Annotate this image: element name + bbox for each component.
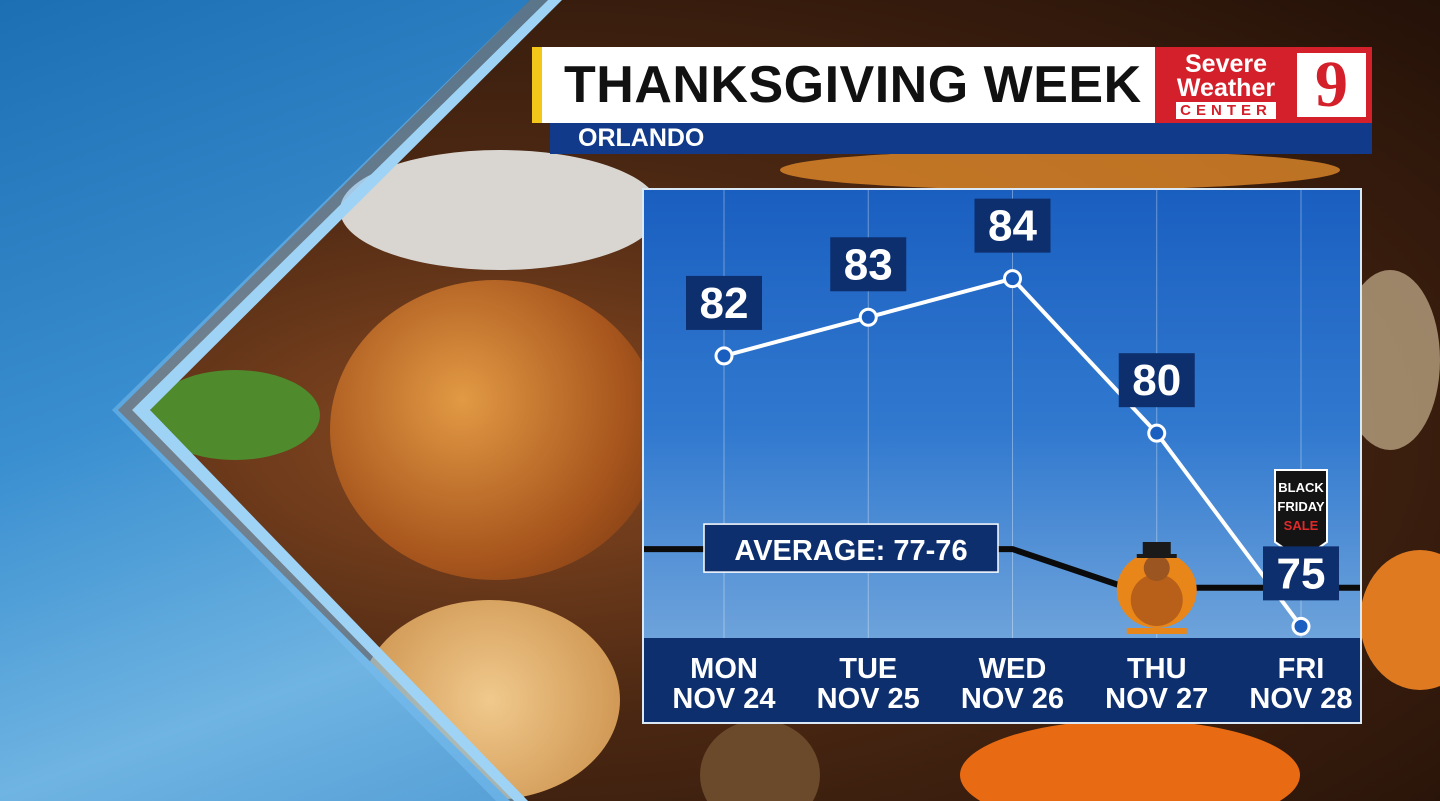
x-tick-day: MON [690, 653, 758, 685]
severe-weather-center-logo: Severe Weather CENTER 9 [1155, 47, 1372, 123]
temperature-label-box [974, 198, 1051, 253]
temperature-point [1291, 616, 1311, 636]
black-friday-sale-icon: BLACK FRIDAY SALE [1274, 469, 1328, 562]
plates-stack [340, 150, 660, 270]
logo-line-severe: Severe [1184, 49, 1268, 78]
wicker-basket [700, 720, 820, 801]
logo-line-weather: Weather [1176, 73, 1276, 102]
turkey-part [1143, 555, 1170, 581]
location-label: ORLANDO [578, 124, 705, 152]
temperature-label: 83 [844, 240, 893, 289]
temperature-point [714, 346, 734, 366]
turkey-part [1130, 574, 1183, 626]
title-bar: THANKSGIVING WEEK [532, 47, 1157, 123]
turkey-part [1126, 628, 1187, 634]
x-tick-date: NOV 24 [672, 683, 775, 715]
orange-napkin [960, 720, 1300, 801]
x-tick-day: FRI [1278, 653, 1325, 685]
pumpkin [1360, 550, 1440, 690]
x-tick-day: THU [1127, 653, 1187, 685]
x-tick-date: NOV 28 [1249, 683, 1352, 715]
temperature-label-box [1263, 546, 1339, 601]
page-title: THANKSGIVING WEEK [564, 56, 1142, 114]
temperature-label: 82 [700, 279, 749, 328]
temperature-label-box [686, 275, 762, 330]
autumn-flowers [780, 150, 1340, 190]
x-tick-date: NOV 27 [1105, 683, 1208, 715]
location-bar: ORLANDO [550, 123, 1372, 154]
channel-number: 9 [1297, 48, 1366, 121]
average-label-box [703, 523, 999, 573]
temperature-label: 84 [988, 202, 1037, 251]
x-tick-day: WED [979, 653, 1047, 685]
roast-turkey [330, 280, 660, 580]
temperature-label-box [830, 237, 907, 292]
x-axis-band [644, 638, 1360, 722]
turkey-part [1136, 554, 1177, 558]
badge-text: SALE [1284, 518, 1319, 533]
logo-text: Severe Weather CENTER [1155, 47, 1297, 123]
temperature-chart: MON NOV 24 TUE NOV 25 WED NOV 26 THU NOV 27 FRI N… [642, 188, 1362, 724]
temperature-point [1147, 423, 1167, 443]
temperature-label: 80 [1132, 356, 1181, 405]
x-tick-date: NOV 26 [961, 683, 1064, 715]
badge-text: BLACK [1278, 480, 1324, 495]
x-tick-day: TUE [839, 653, 897, 685]
x-tick-date: NOV 25 [817, 683, 920, 715]
logo-line-center: CENTER [1176, 101, 1276, 119]
turkey-part [1142, 542, 1171, 556]
temperature-label-box [1118, 353, 1195, 408]
pilgrim-turkey-icon [1116, 542, 1197, 634]
temperature-label: 75 [1277, 549, 1326, 598]
temperature-point [1003, 269, 1022, 289]
average-label: AVERAGE: 77-76 [734, 535, 967, 567]
badge-text: FRIDAY [1277, 499, 1325, 514]
temperature-point [858, 307, 878, 327]
